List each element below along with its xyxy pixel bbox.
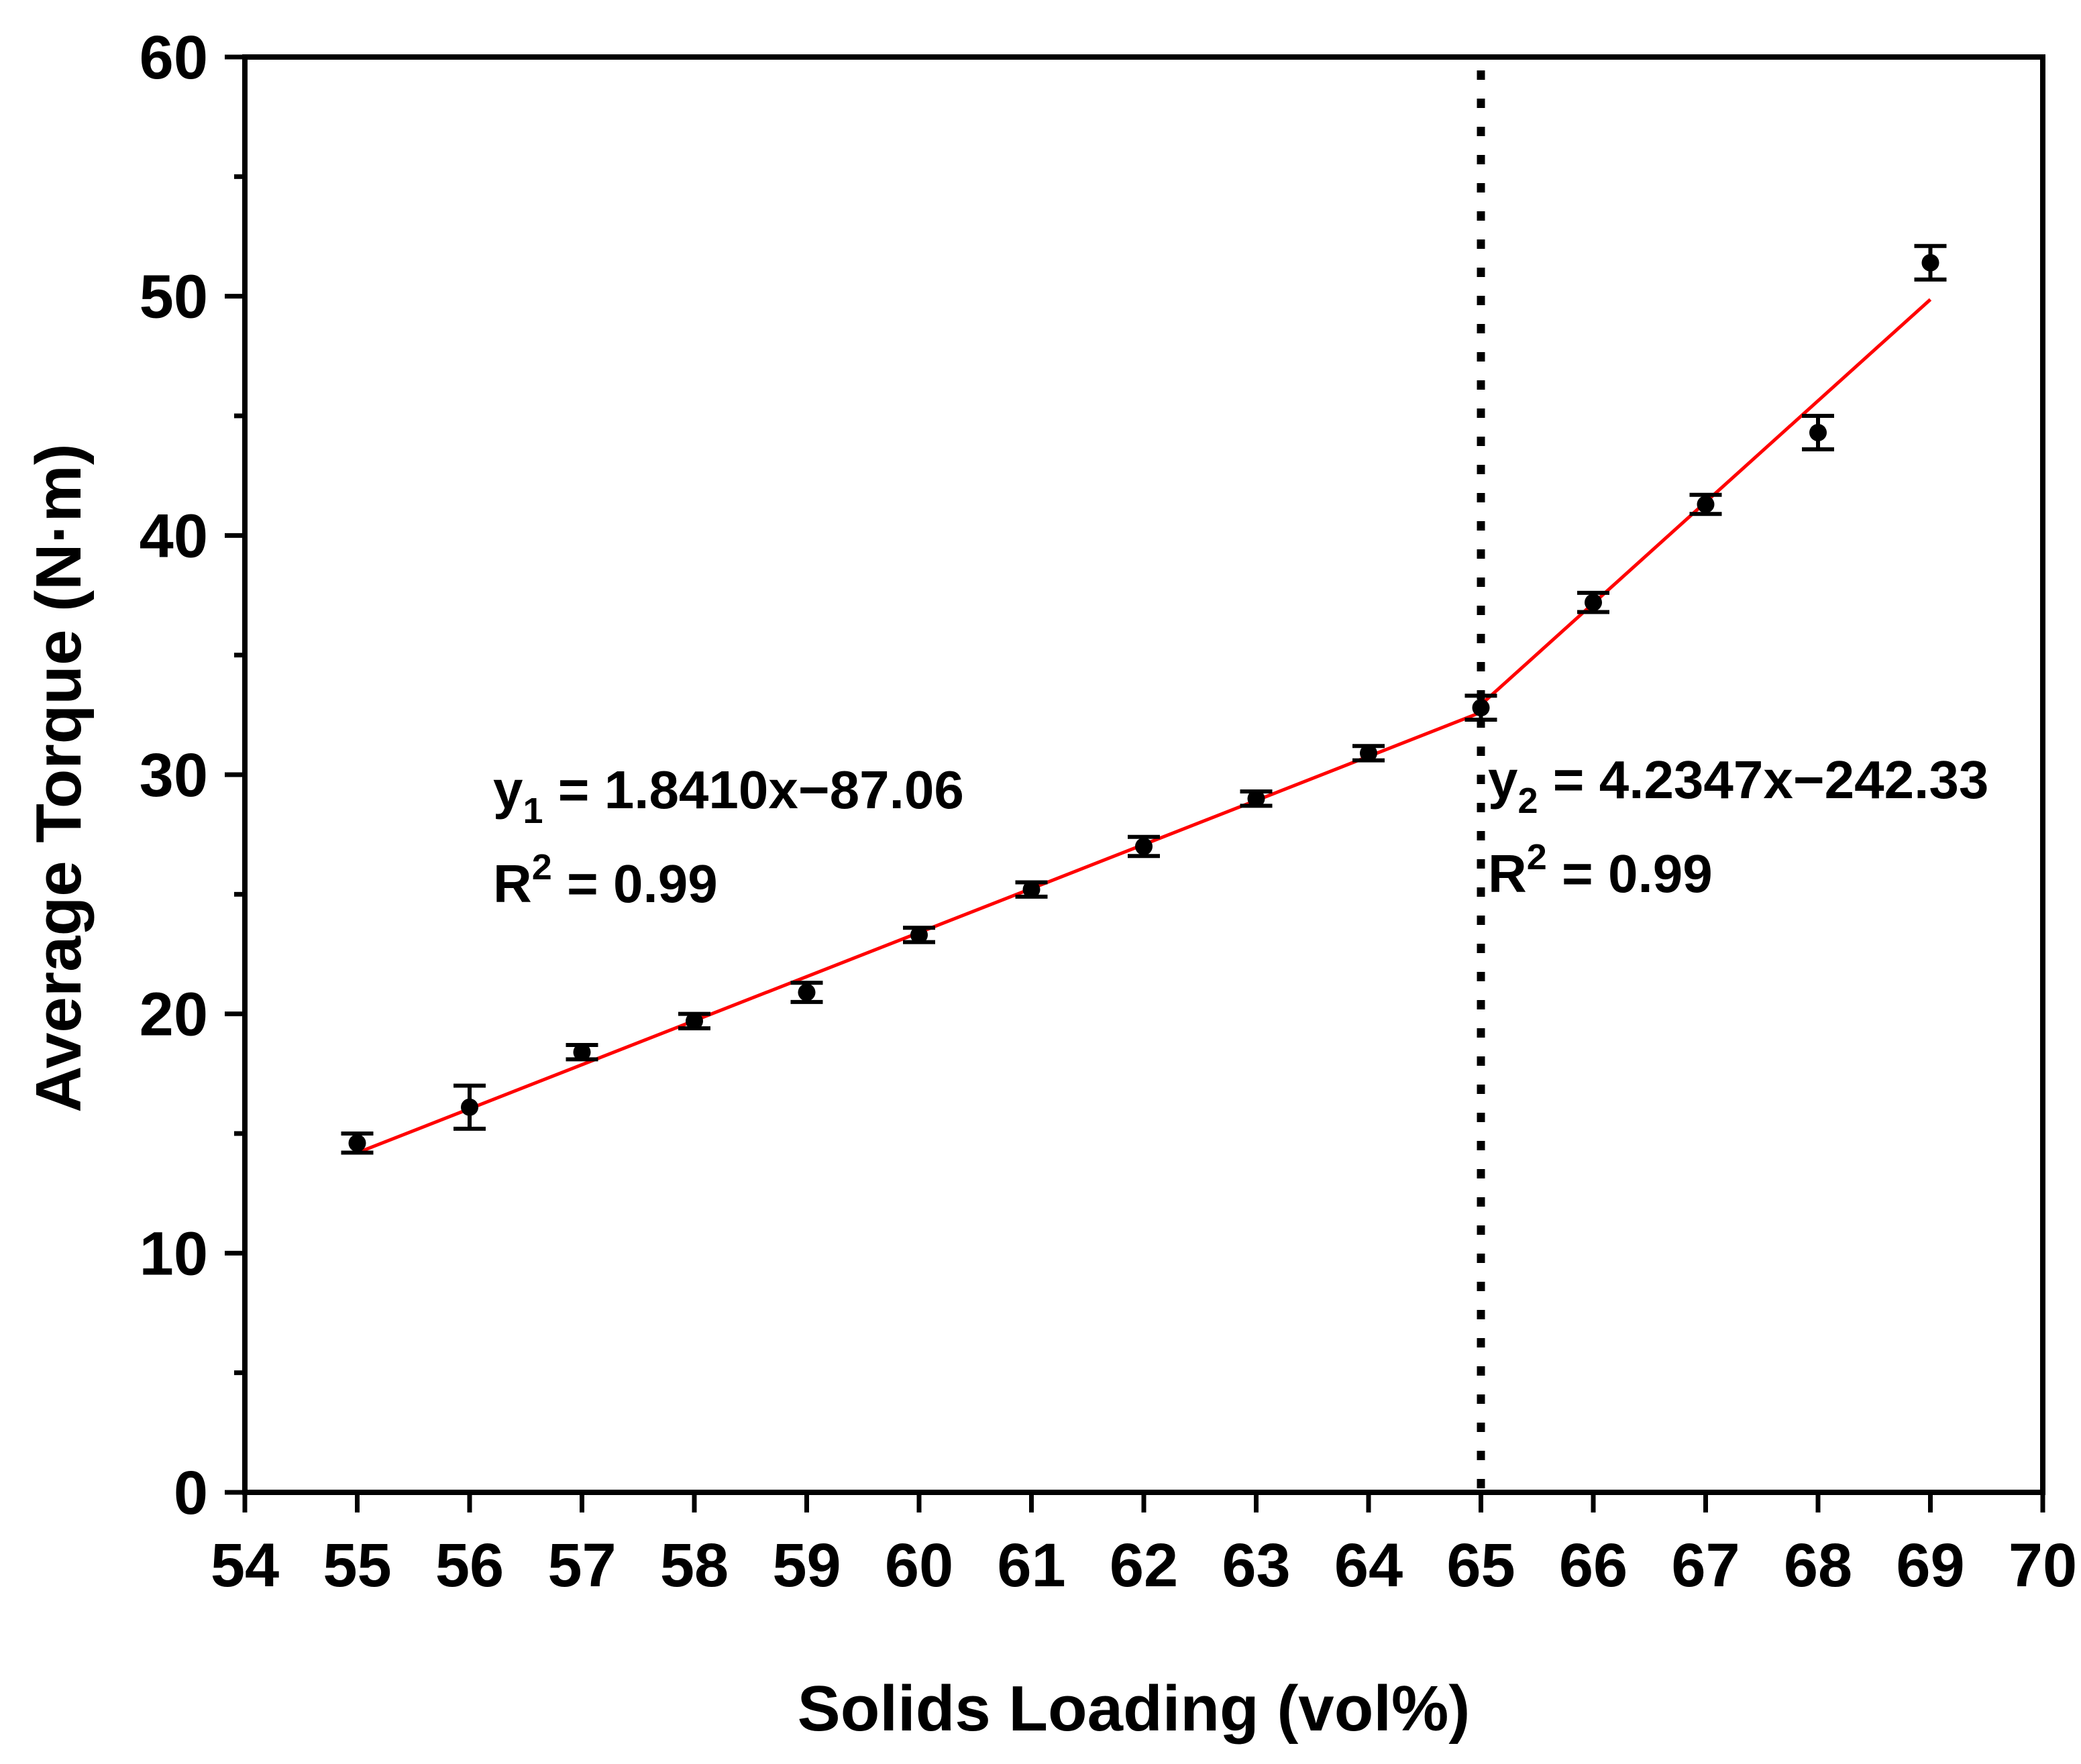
fit2-equation: y2 = 4.2347x−242.33 <box>1488 750 1988 821</box>
x-tick-label: 60 <box>885 1531 953 1600</box>
y-tick-label: 30 <box>140 741 208 810</box>
x-tick-label: 67 <box>1671 1531 1740 1600</box>
data-point <box>798 983 816 1001</box>
x-tick-label: 61 <box>997 1531 1065 1600</box>
y-tick-label: 10 <box>140 1219 208 1288</box>
x-tick-label: 70 <box>2009 1531 2077 1600</box>
x-tick-label: 64 <box>1334 1531 1403 1600</box>
x-tick-label: 63 <box>1222 1531 1290 1600</box>
data-point <box>1809 423 1827 441</box>
x-tick-label: 66 <box>1559 1531 1628 1600</box>
data-point <box>1360 744 1377 762</box>
data-point <box>1247 789 1265 808</box>
x-tick-label: 68 <box>1784 1531 1852 1600</box>
data-point <box>1921 254 1939 272</box>
data-point <box>1697 495 1715 513</box>
data-points-layer <box>341 243 1947 1155</box>
x-axis-title: Solids Loading (vol%) <box>798 1673 1471 1745</box>
x-tick-label: 57 <box>547 1531 616 1600</box>
fit2-r2: R2 = 0.99 <box>1488 837 1713 903</box>
x-tick-label: 62 <box>1110 1531 1178 1600</box>
y-tick-label: 20 <box>140 981 208 1049</box>
tick-labels-layer: 54 55 56 57 58 59 60 61 62 63 64 65 66 67 68 69 70 0 10 20 3… <box>140 23 2078 1600</box>
fit1-equation: y1 = 1.8410x−87.06 <box>493 760 964 831</box>
y-tick-label: 50 <box>140 263 208 331</box>
x-tick-label: 55 <box>323 1531 391 1600</box>
fit1-r2: R2 = 0.99 <box>493 847 718 914</box>
y-axis-title: Average Torque (N·m) <box>23 443 95 1112</box>
axes-layer <box>225 54 2045 1512</box>
data-point <box>910 926 928 944</box>
data-point <box>348 1134 366 1152</box>
data-point <box>461 1098 478 1116</box>
data-point <box>1135 838 1153 855</box>
y-tick-label: 60 <box>140 23 208 92</box>
data-point <box>686 1012 703 1030</box>
data-point <box>573 1043 591 1061</box>
x-tick-label: 54 <box>211 1531 279 1600</box>
data-point <box>1585 594 1602 612</box>
fit-lines-layer <box>356 298 1932 1155</box>
x-tick-label: 59 <box>772 1531 841 1600</box>
data-point <box>1022 881 1040 899</box>
x-tick-label: 69 <box>1896 1531 1964 1600</box>
y-tick-label: 40 <box>140 502 208 570</box>
y-tick-label: 0 <box>174 1459 208 1527</box>
x-tick-label: 65 <box>1446 1531 1515 1600</box>
x-tick-label: 58 <box>660 1531 729 1600</box>
data-point <box>1472 699 1490 717</box>
x-tick-label: 56 <box>435 1531 504 1600</box>
